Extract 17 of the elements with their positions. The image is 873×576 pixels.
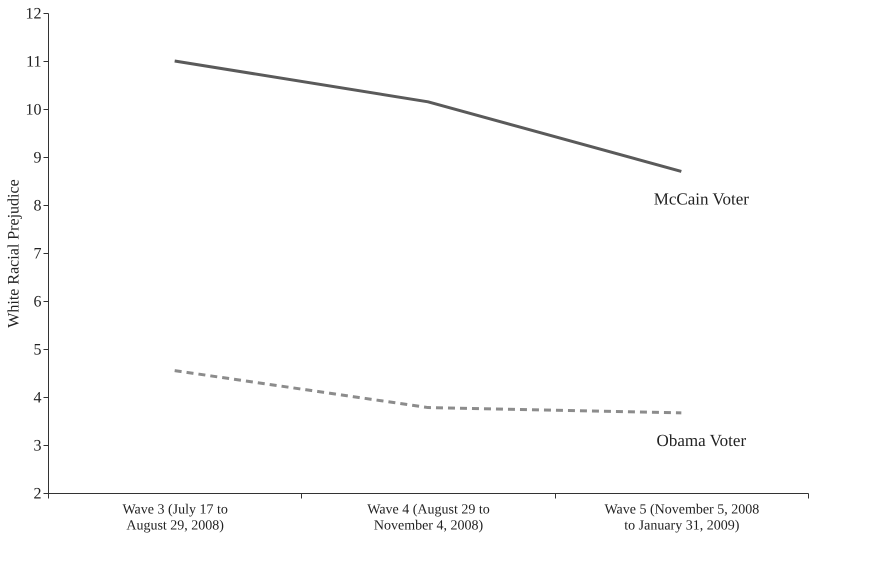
series-label: Obama Voter: [656, 430, 746, 450]
y-tick-label: 11: [26, 54, 42, 70]
y-tick-label: 10: [26, 102, 42, 118]
y-tick-label: 4: [34, 390, 42, 406]
y-tick-label: 12: [26, 6, 42, 22]
x-tick-label: Wave 4 (August 29 to November 4, 2008): [367, 502, 490, 534]
x-tick-label: Wave 3 (July 17 to August 29, 2008): [122, 502, 228, 534]
y-tick-label: 7: [34, 246, 42, 262]
y-tick-label: 3: [34, 438, 42, 454]
y-tick-label: 9: [34, 150, 42, 166]
series-label: McCain Voter: [654, 189, 750, 208]
y-tick-label: 8: [34, 198, 42, 214]
y-axis-title: White Racial Prejudice: [6, 179, 22, 328]
y-tick-label: 6: [34, 294, 42, 310]
y-tick-label: 5: [34, 342, 42, 358]
y-tick-label: 2: [34, 486, 42, 502]
x-tick-label: Wave 5 (November 5, 2008 to January 31, 2009): [604, 502, 760, 534]
